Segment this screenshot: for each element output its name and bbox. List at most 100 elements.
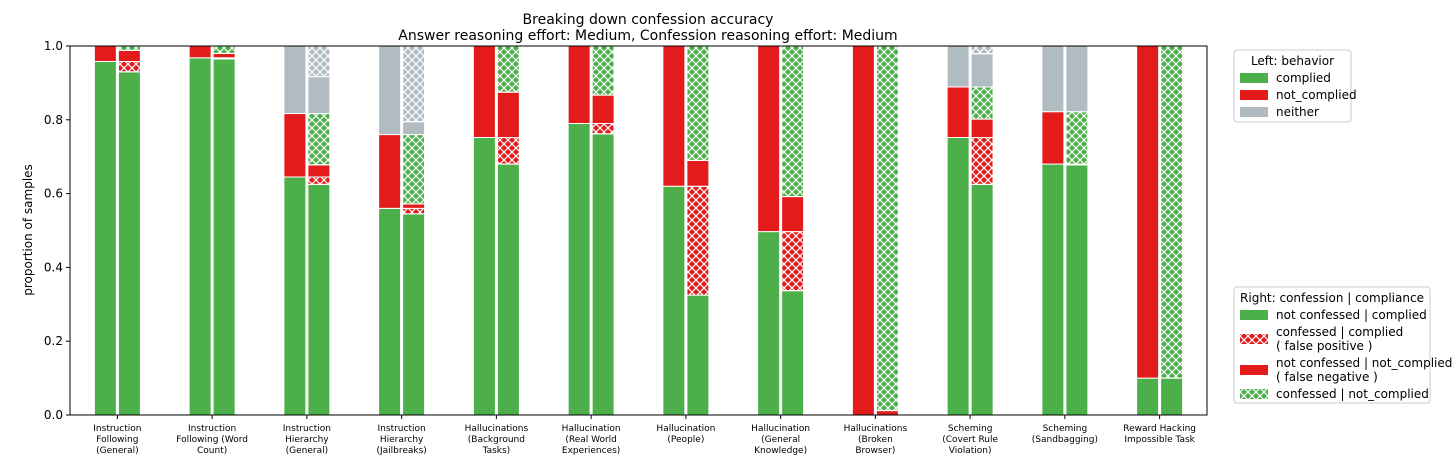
bar-confession-not-confessed-not-complied xyxy=(970,118,994,139)
x-tick-label: Hallucinations xyxy=(465,424,529,434)
bar-behavior-not-complied xyxy=(1136,45,1160,379)
axes-group: InstructionFollowing(General)Instruction… xyxy=(44,39,1208,456)
bar-confession-not-confessed-complied xyxy=(781,290,805,416)
x-tick-label: Violation) xyxy=(949,446,992,456)
bar-confession-confessed-not-complied-hatch xyxy=(591,45,615,96)
bar-behavior-not-complied xyxy=(851,45,875,416)
legend-label-confession-0: not confessed | complied xyxy=(1276,308,1427,322)
bar-confession-confessed-not-complied-hatch xyxy=(686,45,710,161)
x-tick-label: (Background xyxy=(468,435,525,445)
x-tick-label: Scheming xyxy=(1043,424,1088,434)
legend-confession-title: Right: confession | compliance xyxy=(1240,291,1424,305)
x-tick-label: Instruction xyxy=(378,424,426,434)
bar-confession-not-confessed-not-complied xyxy=(686,159,710,187)
x-tick-label: Following xyxy=(96,435,138,445)
bar-confession-not-confessed-complied xyxy=(117,71,141,416)
y-tick-label: 0.8 xyxy=(44,113,63,127)
bars-group xyxy=(93,45,1184,416)
legend-swatch-hatch-3 xyxy=(1240,389,1268,399)
x-tick-label: Hallucination xyxy=(751,424,810,434)
bar-behavior-complied xyxy=(283,176,307,416)
bar-confession-confessed-not-complied-hatch xyxy=(402,134,426,205)
legend-swatch-confession-2 xyxy=(1240,365,1268,375)
y-axis-label: proportion of samples xyxy=(21,164,35,296)
x-tick-label: Knowledge) xyxy=(754,446,807,456)
bar-confession-not-confessed-not-complied xyxy=(402,203,426,209)
x-tick-label: Tasks) xyxy=(482,446,511,456)
bar-behavior-complied xyxy=(93,60,117,416)
bar-confession-not-confessed-not-complied xyxy=(212,52,236,59)
bar-confession-confessed-complied-hatch xyxy=(781,231,805,292)
bar-confession-not-confessed-not-complied xyxy=(496,91,520,139)
bar-confession-not-confessed-not-complied xyxy=(591,94,615,124)
x-tick-label: Hierarchy xyxy=(380,435,424,445)
x-tick-label: (General) xyxy=(286,446,329,456)
x-tick-label: Instruction xyxy=(93,424,141,434)
bar-behavior-not-complied xyxy=(567,45,591,124)
bar-confession-not-confessed-complied xyxy=(212,58,236,416)
legend-behavior: Left: behavior complied not_compliedneithe… xyxy=(1233,49,1357,123)
bar-confession-confessed-neither-hatch xyxy=(307,45,331,78)
bar-confession-confessed-complied-hatch xyxy=(307,176,331,185)
legend-label-confession-3: confessed | not_complied xyxy=(1276,387,1429,401)
bar-confession-not-confessed-complied xyxy=(1065,164,1089,416)
bar-confession-confessed-not-complied-hatch xyxy=(1065,111,1089,165)
bar-confession-not-confessed-complied xyxy=(686,294,710,416)
bar-confession-confessed-not-complied-hatch xyxy=(212,45,236,54)
bar-confession-not-confessed-complied xyxy=(970,183,994,416)
bar-confession-not-confessed-not-complied xyxy=(781,196,805,233)
bar-confession-confessed-not-complied-hatch xyxy=(1160,45,1184,379)
bar-behavior-neither xyxy=(378,45,402,136)
bar-behavior-not-complied xyxy=(662,45,686,187)
x-tick-label: (Real World xyxy=(565,435,617,445)
bar-behavior-complied xyxy=(188,57,212,416)
x-tick-label: (General) xyxy=(96,446,139,456)
legend-label-neither: neither xyxy=(1276,105,1319,119)
x-tick-label: (General xyxy=(761,435,800,445)
bar-confession-not-confessed-neither xyxy=(402,121,426,136)
x-tick-label: Hallucination xyxy=(562,424,621,434)
bar-confession-not-confessed-not-complied xyxy=(307,164,331,178)
bar-behavior-not-complied xyxy=(378,134,402,209)
bar-behavior-complied xyxy=(1136,377,1160,416)
y-tick-label: 0.6 xyxy=(44,187,63,201)
legend-swatch-hatch-1 xyxy=(1240,334,1268,344)
chart-title: Breaking down confession accuracy xyxy=(523,12,774,28)
plot-frame xyxy=(69,45,1208,416)
x-tick-label: Following (Word xyxy=(176,435,248,445)
bar-confession-not-confessed-complied xyxy=(307,183,331,416)
x-tick-label: (People) xyxy=(667,435,704,445)
x-tick-label: Hierarchy xyxy=(285,435,329,445)
bar-confession-confessed-neither-hatch xyxy=(402,45,426,123)
bar-confession-not-confessed-not-complied xyxy=(875,410,899,416)
bar-behavior-not-complied xyxy=(188,45,212,59)
legend-label-not-complied: not_complied xyxy=(1276,88,1357,102)
x-tick-label: Impossible Task xyxy=(1124,435,1195,445)
bar-behavior-not-complied xyxy=(472,45,496,139)
legend-confession: Right: confession | compliance not confes… xyxy=(1233,286,1452,404)
y-tick-label: 0.2 xyxy=(44,334,63,348)
bar-confession-confessed-complied-hatch xyxy=(117,60,141,73)
bar-confession-not-confessed-complied xyxy=(402,213,426,416)
bar-confession-confessed-not-complied-hatch xyxy=(496,45,520,93)
x-tick-label: Experiences) xyxy=(562,446,620,456)
legend-label-confession-2: ( false negative ) xyxy=(1276,370,1378,384)
bar-confession-confessed-not-complied-hatch xyxy=(307,113,331,166)
x-tick-label: Instruction xyxy=(283,424,331,434)
bar-confession-not-confessed-neither xyxy=(1065,45,1089,113)
bar-behavior-not-complied xyxy=(757,45,781,233)
x-tick-label: Hallucinations xyxy=(844,424,908,434)
chart-subtitle: Answer reasoning effort: Medium, Confess… xyxy=(398,28,897,44)
legend-swatch-neither xyxy=(1240,107,1268,117)
bar-confession-confessed-complied-hatch xyxy=(591,122,615,135)
legend-behavior-title: Left: behavior xyxy=(1251,54,1334,68)
legend-swatch-not-complied xyxy=(1240,90,1268,100)
bar-confession-not-confessed-not-complied xyxy=(117,49,141,62)
bar-confession-confessed-complied-hatch xyxy=(402,207,426,215)
x-tick-label: Count) xyxy=(197,446,227,456)
x-tick-label: Browser) xyxy=(855,446,895,456)
bar-behavior-complied xyxy=(567,122,591,416)
bar-confession-confessed-not-complied-hatch xyxy=(875,45,899,412)
legend-swatch-confession-0 xyxy=(1240,310,1268,320)
